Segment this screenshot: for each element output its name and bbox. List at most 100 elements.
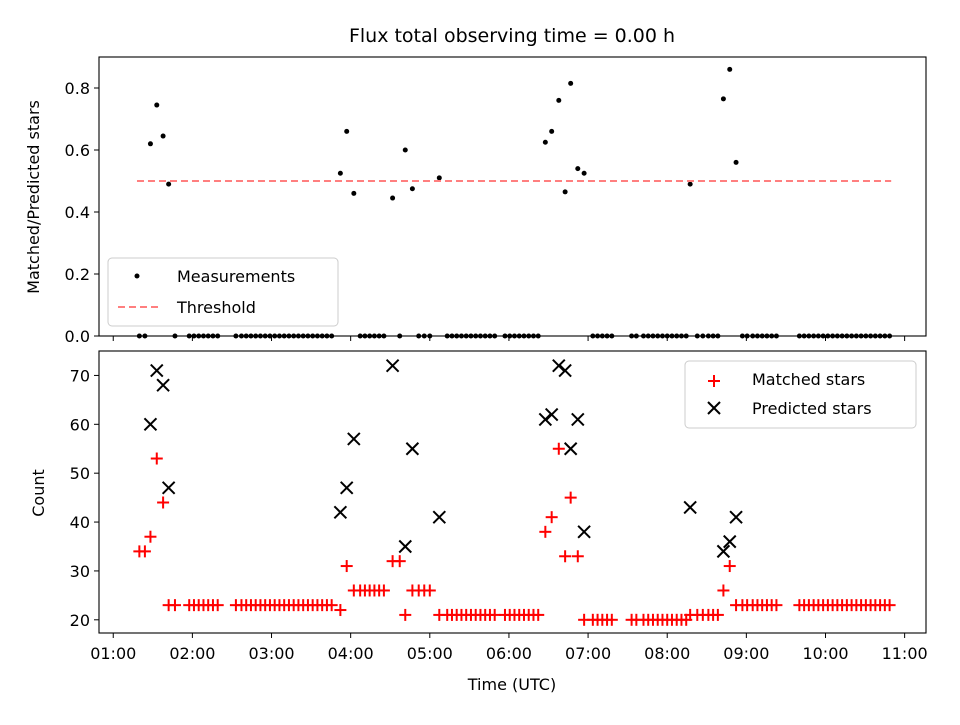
top-y-axis-label: Matched/Predicted stars	[24, 100, 43, 294]
legend-measurements-label: Measurements	[177, 267, 295, 286]
matched-stars-point	[883, 599, 896, 612]
measurement-point	[147, 141, 153, 147]
predicted-stars-point	[716, 544, 731, 559]
matched-stars-point	[157, 496, 170, 509]
bottom-legend: Matched stars Predicted stars	[684, 360, 917, 429]
predicted-x-b	[683, 500, 697, 515]
measurement-point	[160, 133, 166, 139]
measurement-point	[687, 181, 693, 187]
predicted-x-b	[150, 363, 164, 378]
matched-stars-point	[138, 545, 151, 558]
predicted-x-b	[333, 505, 348, 519]
legend-predicted-marker	[707, 401, 721, 415]
predicted-stars-point	[405, 442, 420, 456]
bottom-plot-area: 20 30 40 50 60 70 01:00 02:00 03:00 04:00 05:00 06:…	[70, 358, 928, 663]
predicted-x-b	[729, 510, 743, 524]
predicted-x-b	[347, 432, 361, 446]
top-y-tick-label: 0.4	[65, 203, 90, 222]
top-plot-frame	[98, 56, 927, 337]
legend-predicted-label: Predicted stars	[752, 399, 872, 418]
predicted-stars-point	[156, 378, 170, 392]
predicted-x-b	[571, 412, 585, 427]
bottom-y-tick-label: 50	[70, 464, 90, 483]
measurement-point	[568, 80, 574, 86]
predicted-x-b	[161, 481, 176, 495]
matched-stars-point	[150, 452, 163, 465]
top-y-tick-label: 0.6	[65, 141, 90, 160]
matched-stars-point	[717, 584, 730, 597]
matched-stars-point	[340, 560, 353, 573]
bottom-y-axis-label: Count	[29, 469, 48, 517]
matched-stars-point	[723, 560, 736, 573]
bottom-legend-box	[684, 360, 917, 429]
predicted-x-b	[544, 407, 559, 422]
measurement-point	[409, 186, 415, 192]
predicted-x-b	[538, 412, 553, 427]
predicted-stars-point	[385, 358, 400, 373]
predicted-x-b	[558, 363, 572, 378]
bottom-y-tick-label: 40	[70, 513, 90, 532]
x-tick-label: 05:00	[407, 644, 453, 663]
measurement-point	[575, 166, 581, 172]
measurement-point	[556, 97, 562, 103]
matched-stars-point	[532, 608, 545, 621]
x-tick-label: 04:00	[328, 644, 374, 663]
predicted-x-b	[405, 442, 420, 456]
matched-stars-point	[393, 555, 406, 568]
matched-stars-point	[144, 530, 157, 543]
legend-threshold-label: Threshold	[176, 298, 256, 317]
predicted-stars-point	[577, 525, 591, 539]
predicted-stars-point	[544, 407, 559, 422]
matched-stars-point	[711, 608, 724, 621]
x-tick-label: 09:00	[723, 644, 769, 663]
measurement-point	[542, 139, 548, 145]
top-y-tick-label: 0.8	[65, 79, 90, 98]
predicted-x-b	[432, 510, 447, 524]
predicted-stars-point	[563, 442, 578, 456]
top-legend-box	[107, 257, 339, 327]
measurement-point	[733, 159, 739, 165]
predicted-stars-point	[571, 412, 585, 427]
measurement-point	[436, 175, 442, 181]
x-tick-label: 11:00	[882, 644, 928, 663]
measurement-point	[344, 128, 350, 134]
legend-measurements-marker	[134, 273, 140, 279]
matched-stars-point	[539, 525, 552, 538]
top-chart-title: Flux total observing time = 0.00 h	[349, 25, 675, 47]
matched-stars-point	[605, 613, 618, 626]
matched-stars-point	[770, 599, 783, 612]
matched-stars-point	[488, 608, 501, 621]
bottom-y-tick-label: 30	[70, 562, 90, 581]
top-y-tick-label: 0.2	[65, 265, 90, 284]
measurement-point	[337, 170, 343, 176]
predicted-x-b	[723, 534, 737, 549]
predicted-x-b	[156, 378, 170, 392]
predicted-x-b	[563, 442, 578, 456]
measurement-point	[549, 128, 555, 134]
matched-stars-point	[377, 584, 390, 597]
matched-stars-point	[552, 442, 565, 455]
measurement-point	[562, 189, 568, 195]
predicted-stars-point	[339, 481, 354, 495]
legend-matched-marker	[708, 375, 720, 387]
matched-stars-point	[559, 550, 572, 563]
predicted-x-b	[385, 358, 400, 373]
predicted-x-b	[398, 539, 412, 554]
measurement-point	[166, 181, 172, 187]
predicted-stars-point	[552, 358, 566, 373]
predicted-x-b	[577, 525, 591, 539]
x-tick-label: 08:00	[644, 644, 690, 663]
matched-stars-point	[334, 604, 347, 617]
measurement-point	[720, 96, 726, 102]
predicted-stars-point	[333, 505, 348, 519]
matched-stars-point	[168, 599, 181, 612]
predicted-stars-point	[558, 363, 572, 378]
top-legend: Measurements Threshold	[107, 257, 339, 327]
matched-stars-point	[211, 599, 224, 612]
matched-stars-point	[571, 550, 584, 563]
x-axis-label: Time (UTC)	[467, 675, 556, 694]
bottom-y-tick-label: 70	[70, 366, 90, 385]
measurement-point	[581, 170, 587, 176]
predicted-stars-point	[150, 363, 164, 378]
